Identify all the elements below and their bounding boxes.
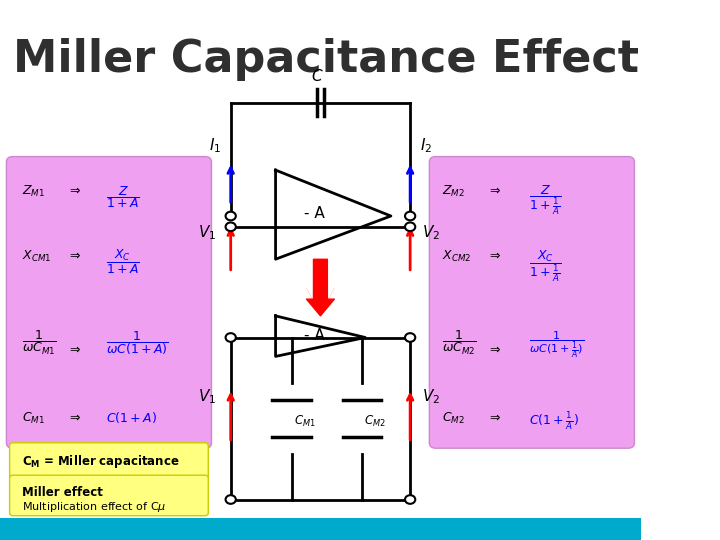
- Text: $I_1$: $I_1$: [209, 137, 221, 155]
- Text: Multiplication effect of C$\mu$: Multiplication effect of C$\mu$: [22, 500, 167, 514]
- Circle shape: [225, 495, 236, 504]
- Text: $C$: $C$: [311, 68, 323, 84]
- Text: $V_1$: $V_1$: [199, 223, 217, 241]
- Text: $V_2$: $V_2$: [422, 388, 440, 406]
- Text: $C_{M1}$: $C_{M1}$: [294, 414, 315, 429]
- Text: $X_{CM2}$: $X_{CM2}$: [442, 248, 472, 264]
- Text: $\dfrac{1}{\omega C(1+A)}$: $\dfrac{1}{\omega C(1+A)}$: [106, 329, 168, 357]
- Text: $V_2$: $V_2$: [422, 223, 440, 241]
- Text: $\dfrac{1}{\omega C_{M2}}$: $\dfrac{1}{\omega C_{M2}}$: [442, 329, 477, 357]
- Text: $C_{M2}$: $C_{M2}$: [364, 414, 386, 429]
- Text: $X_{CM1}$: $X_{CM1}$: [22, 248, 52, 264]
- Text: - A: - A: [304, 206, 325, 221]
- Text: $C(1+\frac{1}{A})$: $C(1+\frac{1}{A})$: [528, 410, 579, 433]
- FancyBboxPatch shape: [9, 475, 208, 516]
- Text: $\Rightarrow$: $\Rightarrow$: [487, 184, 501, 197]
- Text: $\Rightarrow$: $\Rightarrow$: [487, 410, 501, 423]
- Circle shape: [405, 333, 415, 342]
- FancyBboxPatch shape: [429, 157, 634, 448]
- Text: $\dfrac{Z}{1+A}$: $\dfrac{Z}{1+A}$: [106, 184, 140, 210]
- Text: $\Rightarrow$: $\Rightarrow$: [67, 343, 81, 356]
- Text: $C_{M2}$: $C_{M2}$: [442, 410, 465, 426]
- Text: $\Rightarrow$: $\Rightarrow$: [67, 410, 81, 423]
- Text: Miller effect: Miller effect: [22, 486, 103, 499]
- Circle shape: [405, 495, 415, 504]
- Circle shape: [225, 222, 236, 231]
- Text: $\dfrac{1}{\omega C(1+\frac{1}{A})}$: $\dfrac{1}{\omega C(1+\frac{1}{A})}$: [528, 329, 584, 360]
- FancyArrowPatch shape: [307, 259, 334, 316]
- Circle shape: [225, 333, 236, 342]
- Text: $\dfrac{1}{\omega C_{M1}}$: $\dfrac{1}{\omega C_{M1}}$: [22, 329, 57, 357]
- Text: $C_{M1}$: $C_{M1}$: [22, 410, 45, 426]
- Text: $\mathbf{C_M}$ = Miller capacitance: $\mathbf{C_M}$ = Miller capacitance: [22, 453, 180, 470]
- Text: $\Rightarrow$: $\Rightarrow$: [67, 248, 81, 261]
- Circle shape: [225, 212, 236, 220]
- Text: $\dfrac{Z}{1+\frac{1}{A}}$: $\dfrac{Z}{1+\frac{1}{A}}$: [528, 184, 562, 217]
- Text: $Z_{M1}$: $Z_{M1}$: [22, 184, 45, 199]
- Text: Miller Capacitance Effect: Miller Capacitance Effect: [13, 38, 639, 81]
- Text: $V_1$: $V_1$: [199, 388, 217, 406]
- Text: $\Rightarrow$: $\Rightarrow$: [487, 248, 501, 261]
- Text: $\Rightarrow$: $\Rightarrow$: [67, 184, 81, 197]
- Text: $C(1+A)$: $C(1+A)$: [106, 410, 157, 426]
- FancyBboxPatch shape: [9, 443, 208, 481]
- FancyBboxPatch shape: [0, 518, 641, 540]
- Text: $I_2$: $I_2$: [420, 137, 432, 155]
- Text: $\dfrac{X_C}{1+A}$: $\dfrac{X_C}{1+A}$: [106, 248, 140, 276]
- Circle shape: [405, 222, 415, 231]
- Text: - A: - A: [304, 328, 325, 343]
- Circle shape: [405, 212, 415, 220]
- Text: $\dfrac{X_C}{1+\frac{1}{A}}$: $\dfrac{X_C}{1+\frac{1}{A}}$: [528, 248, 562, 284]
- Text: $Z_{M2}$: $Z_{M2}$: [442, 184, 465, 199]
- FancyBboxPatch shape: [6, 157, 212, 448]
- Text: $\Rightarrow$: $\Rightarrow$: [487, 343, 501, 356]
